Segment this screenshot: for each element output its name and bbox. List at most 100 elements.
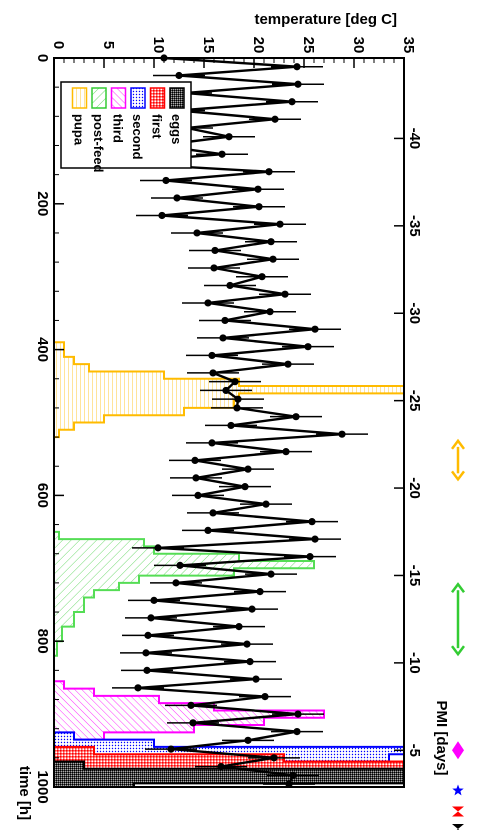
axis-ticks: 0 200 400 600 800 1000 0 5 10 15 20 25 30 35 -40 -35 -30… — [34, 37, 423, 835]
pmi-arrowhead-post-feed — [451, 582, 465, 593]
data-point — [219, 334, 227, 342]
data-point — [222, 386, 230, 395]
data-point — [243, 640, 251, 648]
data-point — [217, 762, 225, 771]
legend-label-first: first — [150, 114, 165, 139]
legend-label-pupa: pupa — [72, 114, 87, 146]
data-point — [210, 264, 218, 272]
temperature-tick-label: 0 — [50, 41, 67, 49]
data-point — [226, 281, 234, 290]
time-tick-label: 400 — [34, 337, 51, 362]
data-point — [308, 518, 316, 526]
data-point — [193, 229, 201, 237]
data-point — [282, 448, 290, 456]
data-point — [158, 211, 166, 220]
legend-label-eggs: eggs — [169, 114, 184, 144]
data-point — [252, 675, 260, 683]
pmi-arrowhead-pupa — [451, 470, 465, 482]
data-point — [172, 579, 180, 587]
data-point — [221, 316, 229, 325]
pmi-tick-label: -30 — [406, 302, 423, 324]
temperature-tick-label: 5 — [100, 41, 117, 49]
data-point — [281, 290, 289, 298]
data-point — [189, 719, 197, 727]
pmi-marker-eggs — [452, 823, 464, 834]
histogram-pupa — [53, 58, 405, 787]
data-point — [285, 780, 293, 788]
legend-label-third: third — [111, 114, 126, 143]
data-point — [234, 395, 242, 403]
pmi-markers — [451, 438, 465, 834]
data-point — [167, 745, 175, 753]
data-point — [269, 255, 277, 263]
data-point — [192, 474, 200, 482]
data-point — [293, 727, 301, 736]
data-point — [147, 614, 155, 622]
data-point — [292, 413, 300, 421]
pmi-marker-first — [452, 806, 464, 817]
data-point — [294, 710, 302, 718]
data-point — [289, 771, 297, 779]
data-point — [244, 465, 252, 473]
data-point — [248, 605, 256, 613]
pmi-tick-label: -5 — [406, 744, 423, 757]
temperature-axis-label: temperature [deg C] — [254, 11, 397, 28]
data-point — [194, 491, 202, 499]
legend-swatch-post-feed — [91, 87, 107, 109]
data-point — [144, 631, 152, 639]
pmi-tick-label: -40 — [406, 128, 423, 150]
data-point — [258, 273, 266, 281]
data-point — [231, 378, 239, 386]
pmi-marker-second — [452, 784, 464, 796]
data-point — [265, 168, 273, 176]
time-tick-label: 600 — [34, 483, 51, 508]
data-point — [267, 570, 275, 578]
pmi-tick-label: -10 — [406, 652, 423, 674]
data-point — [227, 421, 235, 430]
data-point — [304, 343, 312, 351]
data-point — [244, 736, 252, 744]
legend: eggs first second third post-feed pupa — [60, 81, 192, 173]
data-point — [204, 299, 212, 307]
pmi-arrowhead-post-feed — [451, 645, 465, 657]
data-point — [176, 561, 184, 569]
data-point — [150, 596, 158, 604]
data-point — [306, 553, 314, 561]
legend-swatch-third — [110, 87, 127, 109]
temperature-tick-label: 15 — [200, 37, 217, 54]
data-point — [204, 526, 212, 534]
data-point — [271, 115, 279, 123]
pmi-axis-label: PMI [days] — [433, 700, 450, 775]
data-point — [261, 693, 269, 701]
data-point — [225, 133, 233, 141]
temperature-tick-label: 20 — [250, 37, 267, 54]
data-point — [276, 220, 284, 228]
data-point — [241, 483, 249, 491]
data-point — [233, 404, 241, 412]
legend-swatch-first — [149, 87, 166, 109]
data-point — [208, 439, 216, 447]
legend-items: eggs first second third post-feed pupa — [71, 87, 185, 173]
data-point — [256, 588, 264, 596]
data-point — [262, 500, 270, 508]
pmi-tick-label: -35 — [406, 215, 423, 237]
data-point — [173, 194, 181, 202]
data-point — [218, 150, 226, 158]
data-point — [255, 203, 263, 211]
legend-label-second: second — [130, 114, 145, 160]
time-tick-label: 1000 — [34, 770, 51, 803]
legend-swatch-pupa — [71, 87, 88, 109]
data-point — [209, 369, 217, 377]
data-point — [294, 80, 302, 88]
data-point — [187, 701, 195, 709]
data-point — [270, 754, 278, 762]
data-point — [338, 430, 346, 438]
pmi-marker-third — [452, 741, 464, 760]
legend-label-post-feed: post-feed — [91, 114, 106, 173]
data-point — [134, 684, 142, 692]
data-point — [293, 63, 301, 71]
data-point — [208, 351, 216, 360]
time-axis-label: time [h] — [16, 766, 33, 820]
